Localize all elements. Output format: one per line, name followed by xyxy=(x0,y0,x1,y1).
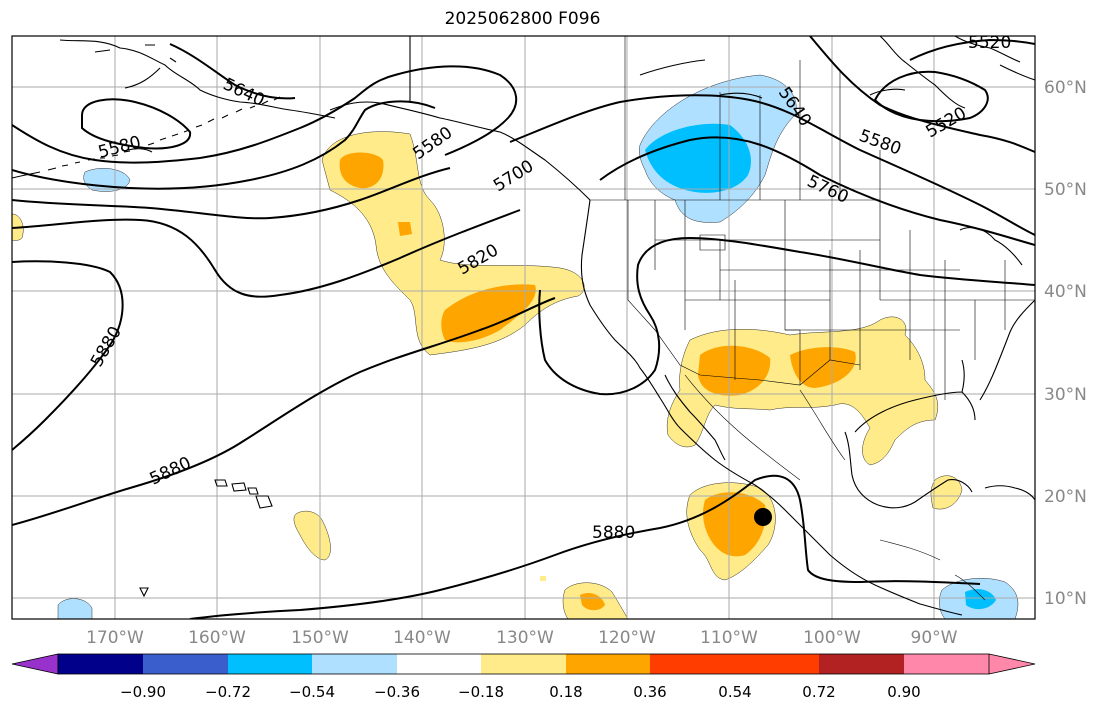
colorbar-max-extend xyxy=(904,654,1035,674)
colorbar-tick-label: 0.18 xyxy=(549,683,582,701)
colorbar-bin xyxy=(58,654,143,674)
colorbar-bin xyxy=(397,654,481,674)
contour-label: 5880 xyxy=(592,523,635,543)
lon-label: 170°W xyxy=(86,628,144,648)
lon-label: 150°W xyxy=(291,628,349,648)
contour-label: 5520 xyxy=(968,33,1011,53)
colorbar-bin xyxy=(228,654,312,674)
lon-label: 90°W xyxy=(911,628,958,648)
lat-label: 60°N xyxy=(1044,78,1087,98)
lat-label: 20°N xyxy=(1044,487,1087,507)
map-frame xyxy=(11,35,1036,620)
lon-label: 110°W xyxy=(700,628,758,648)
lon-label: 130°W xyxy=(496,628,554,648)
colorbar-tick-label: 0.54 xyxy=(718,683,751,701)
storm-marker-icon xyxy=(754,508,772,526)
colorbar: −0.90 −0.72 −0.54 −0.36 −0.18 0.18 0.36 … xyxy=(11,653,1036,701)
colorbar-tick-label: −0.90 xyxy=(120,683,166,701)
colorbar-tick-label: −0.54 xyxy=(289,683,335,701)
colorbar-tick-label: −0.72 xyxy=(205,683,251,701)
colorbar-tick-label: −0.18 xyxy=(458,683,504,701)
colorbar-min-extend xyxy=(11,653,59,675)
lon-label: 120°W xyxy=(598,628,656,648)
latitude-labels: 60°N 50°N 40°N 30°N 20°N 10°N xyxy=(1044,78,1087,609)
map-title: 2025062800 F096 xyxy=(444,9,601,29)
lat-label: 40°N xyxy=(1044,282,1087,302)
lat-label: 10°N xyxy=(1044,589,1087,609)
lat-label: 30°N xyxy=(1044,385,1087,405)
colorbar-tick-label: 0.90 xyxy=(887,683,920,701)
lon-label: 160°W xyxy=(188,628,246,648)
colorbar-bin xyxy=(481,654,566,674)
colorbar-bin xyxy=(566,654,650,674)
lon-label: 100°W xyxy=(803,628,861,648)
lat-label: 50°N xyxy=(1044,180,1087,200)
colorbar-tick-label: −0.36 xyxy=(374,683,420,701)
colorbar-tick-label: 0.36 xyxy=(633,683,666,701)
gridlines xyxy=(12,36,1035,619)
colorbar-bin xyxy=(312,654,397,674)
colorbar-bin xyxy=(819,654,904,674)
height-contours xyxy=(12,36,1035,619)
coastlines xyxy=(12,36,1035,616)
colorbar-bin xyxy=(650,654,735,674)
colorbar-tick-label: 0.72 xyxy=(802,683,835,701)
political-borders xyxy=(590,36,1035,601)
colorbar-bin xyxy=(143,654,228,674)
longitude-labels: 170°W 160°W 150°W 140°W 130°W 120°W 110°… xyxy=(86,628,958,648)
lon-label: 140°W xyxy=(393,628,451,648)
colorbar-bin xyxy=(735,654,819,674)
